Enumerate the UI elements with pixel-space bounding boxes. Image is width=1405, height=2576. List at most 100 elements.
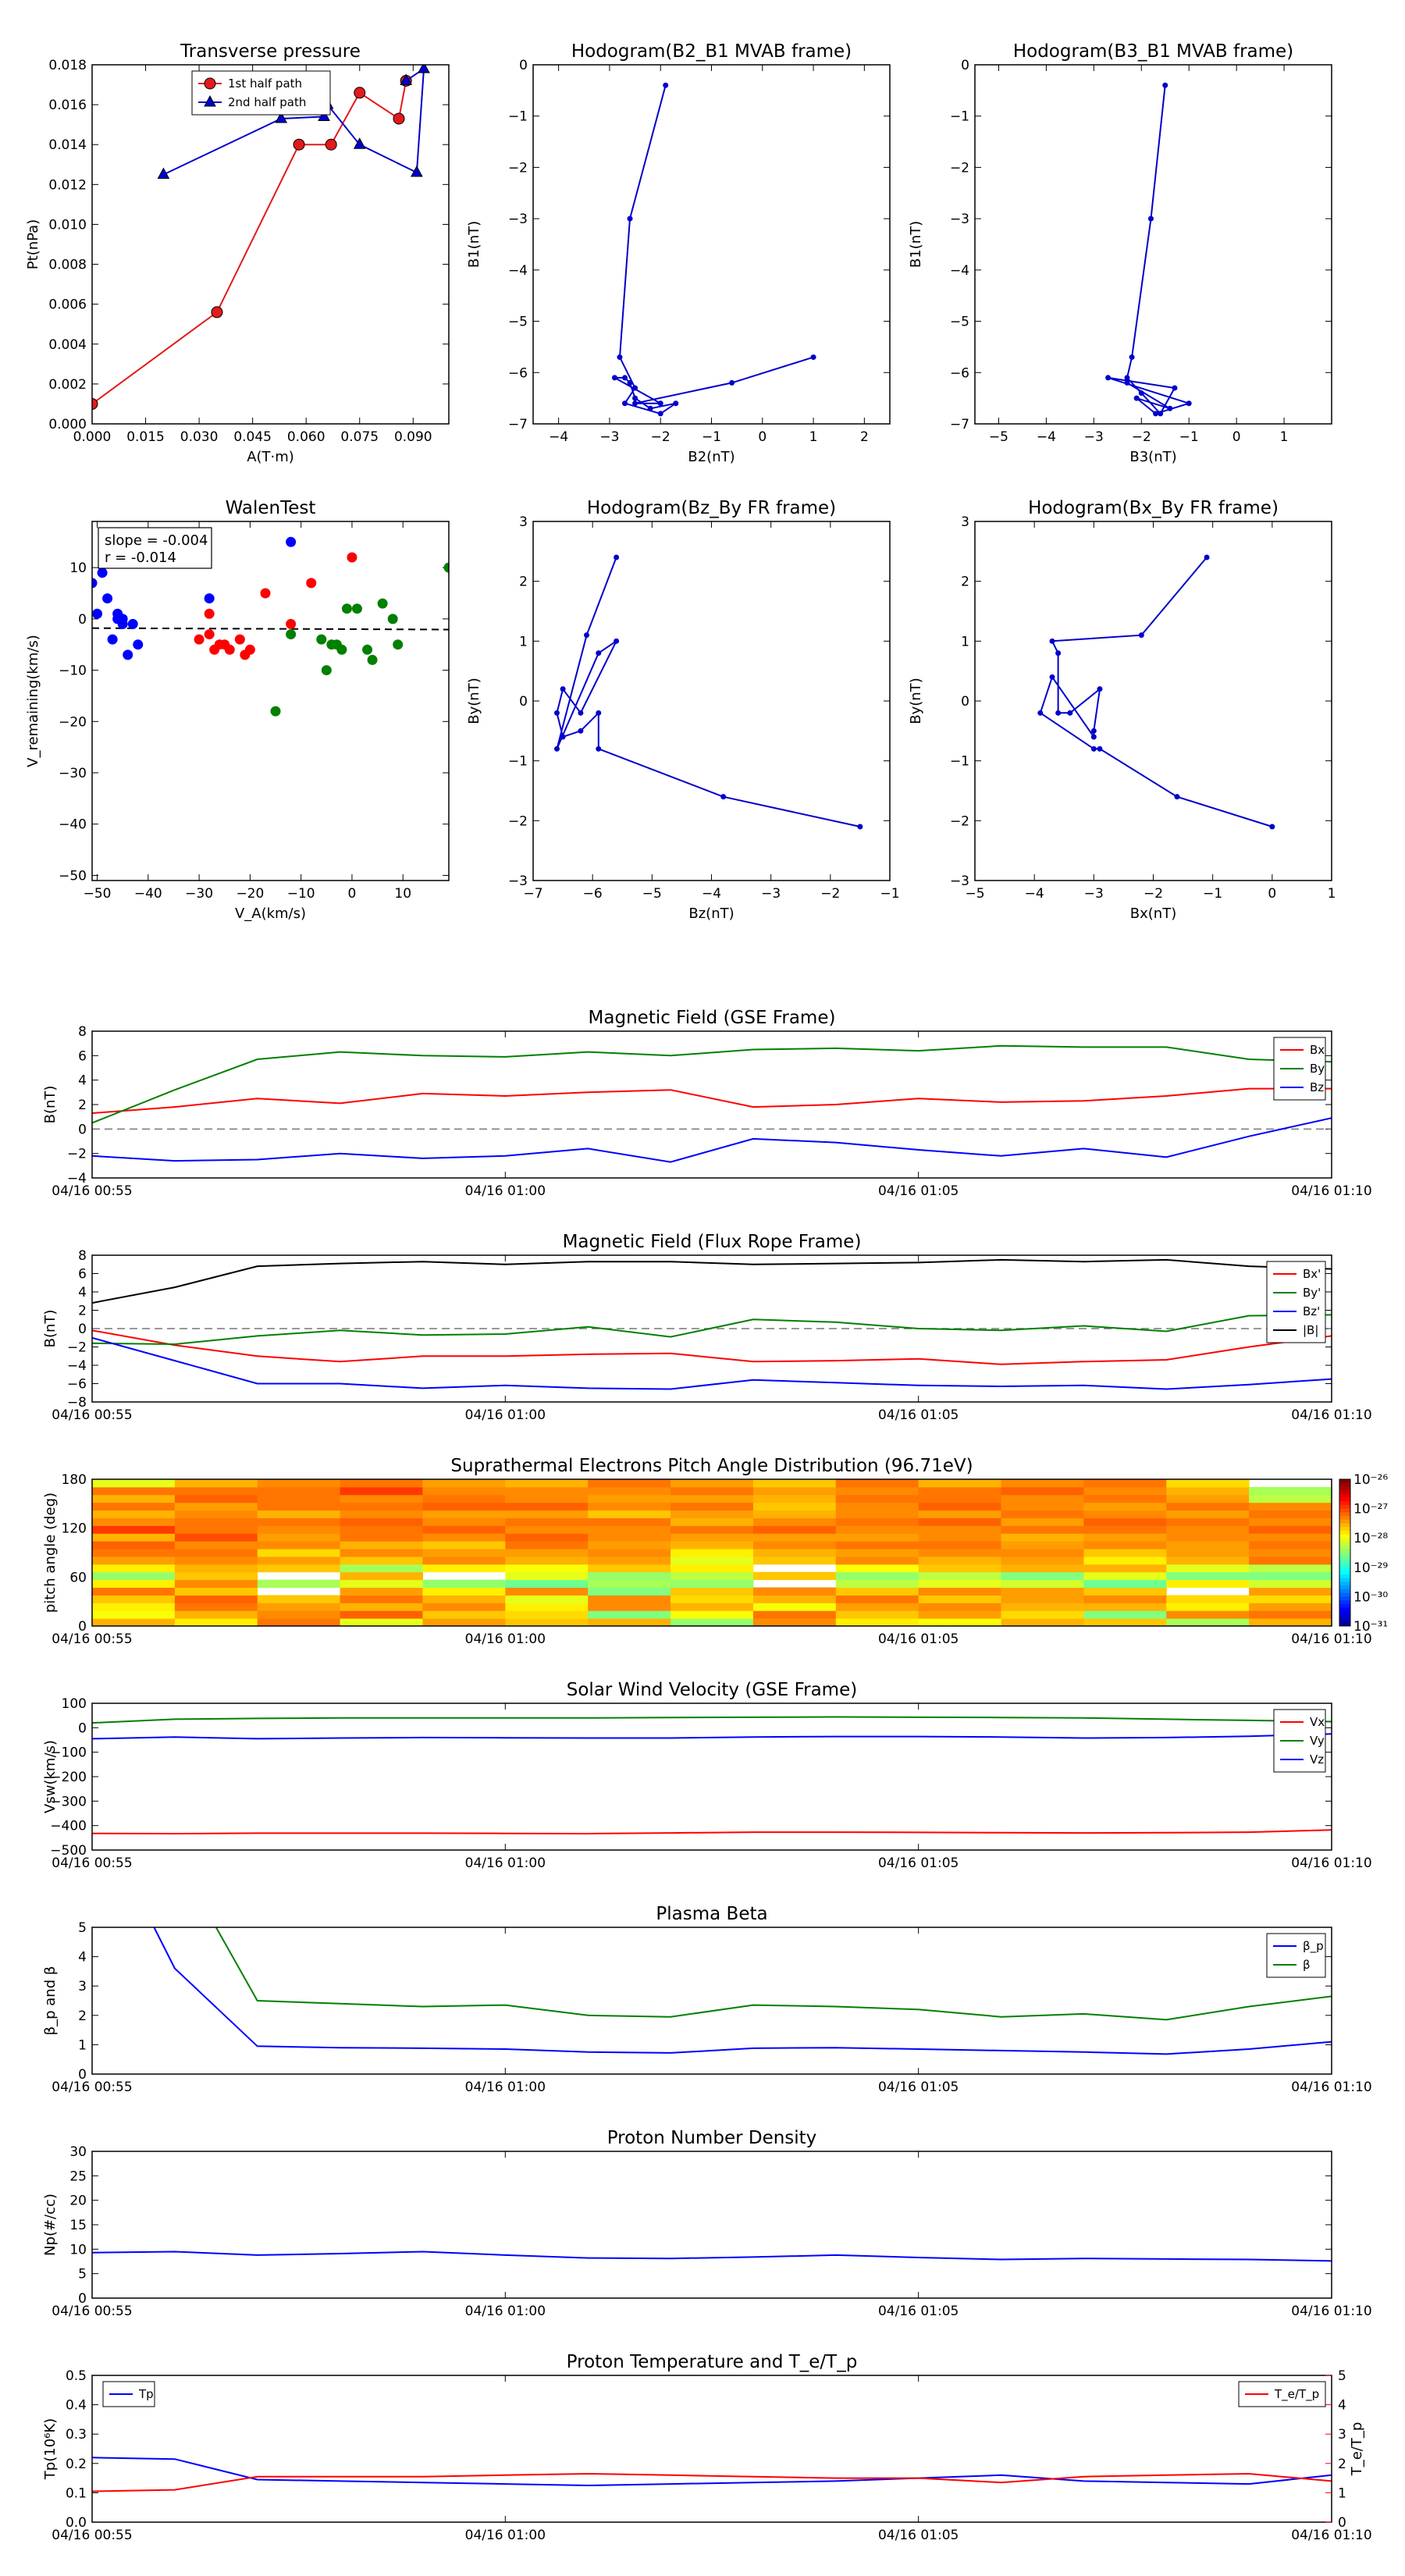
- heatmap-cell: [1001, 1502, 1084, 1511]
- heatmap-cell: [752, 1486, 837, 1496]
- heatmap-cell: [174, 1502, 258, 1511]
- heatmap-cell: [422, 1564, 506, 1573]
- chart-beta: 04/16 00:55 04/16 01:00 04/16 01:05 04/16 0…: [42, 1904, 1372, 2095]
- y-tick-label: 120: [62, 1521, 87, 1537]
- y-tick-label: −1: [950, 109, 969, 125]
- y-tick-label: 0.000: [48, 417, 87, 432]
- heatmap-cell: [505, 1533, 589, 1542]
- x-tick-label: −1: [880, 886, 899, 902]
- colorbar-segment: [1339, 1571, 1350, 1575]
- data-point: [729, 379, 735, 386]
- heatmap-cell: [1166, 1541, 1250, 1550]
- heatmap-cell: [1166, 1486, 1250, 1496]
- heatmap-cell: [588, 1541, 671, 1550]
- heatmap-cell: [918, 1494, 1002, 1503]
- heatmap-cell: [1001, 1510, 1084, 1518]
- chart-title: Solar Wind Velocity (GSE Frame): [567, 1680, 857, 1700]
- fit-line: [91, 627, 450, 631]
- heatmap-cell: [257, 1603, 341, 1611]
- y-axis-label: B1(nT): [466, 221, 482, 268]
- heatmap-cell: [752, 1517, 837, 1526]
- data-point: [1138, 390, 1144, 397]
- x-tick-label: 0: [758, 429, 767, 445]
- data-point: [1105, 375, 1112, 381]
- heatmap-cell: [1249, 1525, 1332, 1534]
- heatmap-cell: [1249, 1571, 1332, 1581]
- data-point: [112, 608, 123, 619]
- heatmap-cell: [340, 1587, 423, 1596]
- data-point: [341, 603, 352, 614]
- y-tick-label: 0.016: [48, 98, 87, 113]
- data-point: [622, 400, 628, 407]
- x-tick-label: −4: [1025, 886, 1044, 902]
- heatmap-cell: [1083, 1510, 1167, 1518]
- legend-label: 1st half path: [228, 76, 302, 91]
- y-tick-label: 0.008: [48, 258, 87, 273]
- heatmap-cell: [174, 1579, 258, 1589]
- y-tick-label: −2: [508, 160, 528, 176]
- heatmap-cell: [1083, 1579, 1167, 1589]
- heatmap-cell: [1083, 1564, 1167, 1573]
- data-point: [325, 138, 337, 151]
- y-tick-label: −7: [508, 417, 528, 432]
- data-point: [1090, 728, 1097, 734]
- x-tick-label: 04/16 01:05: [878, 2528, 959, 2543]
- heatmap-cell: [835, 1549, 919, 1557]
- heatmap-cell: [670, 1533, 754, 1542]
- data-point: [387, 614, 398, 624]
- data-point: [584, 632, 590, 639]
- heatmap-cell: [422, 1595, 506, 1603]
- data-point: [1097, 745, 1103, 752]
- plot-area: [92, 65, 449, 424]
- data-point: [351, 603, 362, 614]
- x-tick-label: 1: [1280, 429, 1289, 445]
- data-point: [293, 138, 305, 151]
- heatmap-cell: [422, 1579, 506, 1589]
- heatmap-cell: [752, 1603, 837, 1611]
- data-point: [270, 706, 281, 717]
- heatmap-cell: [340, 1541, 423, 1550]
- chart-title: Hodogram(B2_B1 MVAB frame): [571, 41, 852, 62]
- y-tick-label: −4: [508, 263, 528, 279]
- heatmap-cell: [588, 1494, 671, 1503]
- data-point: [127, 618, 138, 629]
- data-point: [393, 639, 404, 650]
- heatmap-cell: [918, 1517, 1002, 1526]
- y-tick-label: 0.014: [48, 137, 87, 153]
- data-point: [286, 618, 297, 629]
- heatmap-cell: [752, 1510, 837, 1518]
- colorbar-segment: [1339, 1553, 1350, 1557]
- colorbar-segment: [1339, 1567, 1350, 1571]
- y-tick-label: 0.1: [66, 2485, 87, 2501]
- heatmap-cell: [340, 1533, 423, 1542]
- heatmap-cell: [918, 1556, 1002, 1565]
- heatmap-cell: [1001, 1494, 1084, 1503]
- series-line: [92, 1829, 1332, 1835]
- y-tick-label: −400: [50, 1819, 87, 1834]
- heatmap-cell: [92, 1486, 176, 1496]
- heatmap-cell: [918, 1525, 1002, 1534]
- y-tick-label: 10: [69, 560, 87, 576]
- chart-hodo1: −4 −3 −2 −1 0 1 2 −7 −6 −5 −4 −3 −2 −1 0 Hodogram(B2_B1…: [466, 41, 891, 465]
- heatmap-cell: [670, 1541, 754, 1550]
- heatmap-cell: [588, 1479, 671, 1488]
- plot-frame: [91, 1927, 1332, 2075]
- chart-tp: 04/16 00:55 04/16 01:00 04/16 01:05 04/16 0…: [42, 2352, 1372, 2543]
- data-point: [810, 354, 816, 361]
- legend-label: |B|: [1303, 1323, 1318, 1337]
- heatmap-cell: [588, 1533, 671, 1542]
- colorbar-segment: [1339, 1504, 1350, 1510]
- x-tick-label: 04/16 00:55: [52, 1856, 132, 1871]
- series-line: [92, 2250, 1332, 2262]
- x-tick-label: 04/16 01:10: [1291, 2080, 1371, 2095]
- legend: [191, 70, 331, 116]
- data-point: [1090, 745, 1097, 752]
- y-tick-label: 3: [519, 514, 528, 530]
- data-point: [1129, 354, 1135, 361]
- heatmap-cell: [588, 1517, 671, 1526]
- data-point: [596, 710, 602, 716]
- y-tick-label: 4: [78, 1950, 87, 1966]
- heatmap-cell: [835, 1579, 919, 1589]
- y-tick-label: 0.5: [66, 2368, 87, 2384]
- chart-title: Proton Number Density: [607, 2128, 817, 2148]
